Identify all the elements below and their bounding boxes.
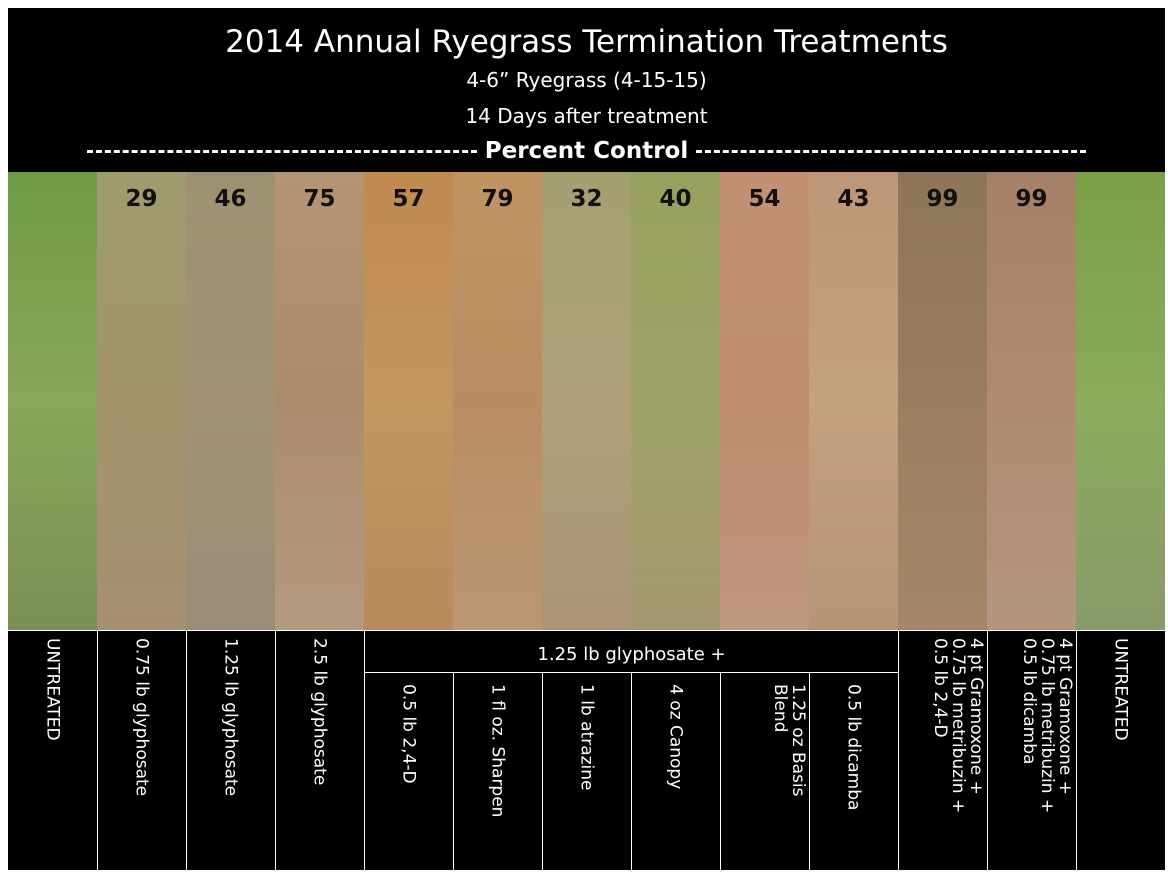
measure-row: Percent Control [8,136,1165,166]
treatment-label: 1.25 oz Basis Blend [722,684,808,864]
treatment-label: 2.5 lb glyphosate [277,638,362,864]
percent-control: 46 [214,186,247,212]
treatment-label: UNTREATED [10,638,95,864]
label-line: 0.75 lb metribuzin + [948,638,968,814]
label-line: 1.25 lb glyphosate [220,638,241,797]
treatment-label: 0.5 lb dicamba [811,684,896,864]
column-divider [364,630,365,870]
percent-control: 43 [837,186,870,212]
label-line: 1 fl oz. Sharpen [487,684,508,818]
label-line: 0.5 lb dicamba [1019,638,1039,765]
label-line: Blend [770,684,790,733]
percent-control: 29 [125,186,158,212]
column-divider [987,630,988,870]
percent-control: 75 [303,186,336,212]
group-label: 1.25 lb glyphosate + [537,644,726,665]
treatment-label: 0.75 lb glyphosate [99,638,184,864]
plot-photo [275,172,365,630]
treatment-label: 0.5 lb 2,4-D [366,684,451,864]
label-line: UNTREATED [42,638,63,741]
percent-control: 57 [392,186,425,212]
title: 2014 Annual Ryegrass Termination Treatme… [225,24,948,60]
plot-photo [631,172,721,630]
plot-photo [453,172,543,630]
dash-left [86,149,477,153]
plot-photo [987,172,1077,630]
treatment-label: 1.25 lb glyphosate [188,638,273,864]
subtitle: 4-6” Ryegrass (4-15-15) [466,68,707,92]
column-divider [275,630,276,870]
label-line: 1.25 oz Basis [788,684,808,797]
plot-photo [898,172,988,630]
treatment-label: 1 fl oz. Sharpen [455,684,540,864]
plot-photo [8,172,98,630]
label-line: 0.5 lb 2,4-D [398,684,419,784]
label-line: 4 pt Gramoxone + [966,638,986,795]
column-divider [720,672,721,870]
label-line: 0.5 lb 2,4-D [930,638,950,738]
plot-photo [542,172,632,630]
percent-control: 99 [1015,186,1048,212]
treatment-label: 4 oz Canopy [633,684,718,864]
percent-control: 99 [926,186,959,212]
treatment-label: 4 pt Gramoxone +0.75 lb metribuzin +0.5 … [900,638,986,864]
percent-control: 40 [659,186,692,212]
label-line: 0.5 lb dicamba [843,684,864,811]
label-line: UNTREATED [1110,638,1131,741]
plot-photo [186,172,276,630]
label-line: 4 pt Gramoxone + [1055,638,1075,795]
figure: 2014 Annual Ryegrass Termination Treatme… [8,8,1165,870]
label-line: 1 lb atrazine [576,684,597,791]
plot-photo [1076,172,1165,630]
timing: 14 Days after treatment [465,104,708,128]
column-divider [97,630,98,870]
column-divider [631,672,632,870]
column-divider [542,672,543,870]
percent-control: 32 [570,186,603,212]
treatment-label: UNTREATED [1078,638,1163,864]
label-line: 0.75 lb glyphosate [131,638,152,797]
column-divider [453,672,454,870]
label-line: 2.5 lb glyphosate [309,638,330,786]
label-line: 4 oz Canopy [665,684,686,790]
plot-photo [364,172,454,630]
plot-photo [720,172,810,630]
column-divider [186,630,187,870]
treatment-label: 1 lb atrazine [544,684,629,864]
percent-control: 79 [481,186,514,212]
plot-photo [809,172,899,630]
treatment-label: 4 pt Gramoxone +0.75 lb metribuzin +0.5 … [989,638,1075,864]
percent-control: 54 [748,186,781,212]
plot-photo [97,172,187,630]
column-divider [1076,630,1077,870]
dash-right [696,149,1087,153]
label-line: 0.75 lb metribuzin + [1037,638,1057,814]
column-divider [809,672,810,870]
column-divider [898,630,899,870]
divider [8,630,1165,631]
measure: Percent Control [484,138,689,164]
